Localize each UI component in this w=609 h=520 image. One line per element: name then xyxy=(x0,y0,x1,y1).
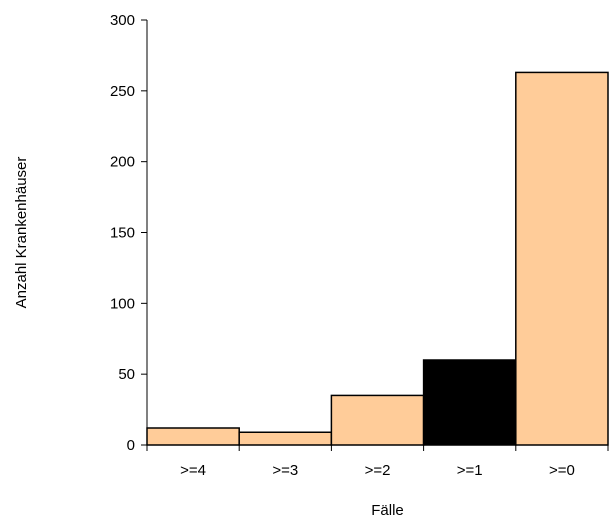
y-tick-label: 50 xyxy=(118,366,135,383)
x-axis-ticks: >=4 >=3 >=2 >=1 >=0 xyxy=(146,445,609,479)
bar-0 xyxy=(515,71,609,446)
y-tick-label: 300 xyxy=(110,12,135,29)
bar-1 xyxy=(422,359,517,446)
x-tick-label: >=0 xyxy=(549,462,575,479)
y-tick-label: 150 xyxy=(110,225,135,242)
y-tick-label: 0 xyxy=(127,437,135,454)
bar-4 xyxy=(146,427,240,446)
y-axis-title: Anzahl Krankenhäuser xyxy=(13,157,30,309)
bars xyxy=(146,71,609,446)
x-axis-title: Fälle xyxy=(371,502,404,519)
x-tick-label: >=4 xyxy=(180,462,206,479)
y-tick-label: 100 xyxy=(110,295,135,312)
y-tick-label: 200 xyxy=(110,154,135,171)
bar-2 xyxy=(330,394,425,446)
x-tick-label: >=2 xyxy=(365,462,391,479)
x-tick-label: >=1 xyxy=(457,462,483,479)
y-tick-label: 250 xyxy=(110,83,135,100)
bar-3 xyxy=(238,431,333,446)
x-tick-label: >=3 xyxy=(272,462,298,479)
y-axis-ticks: 0 50 100 150 200 250 300 xyxy=(110,12,147,454)
